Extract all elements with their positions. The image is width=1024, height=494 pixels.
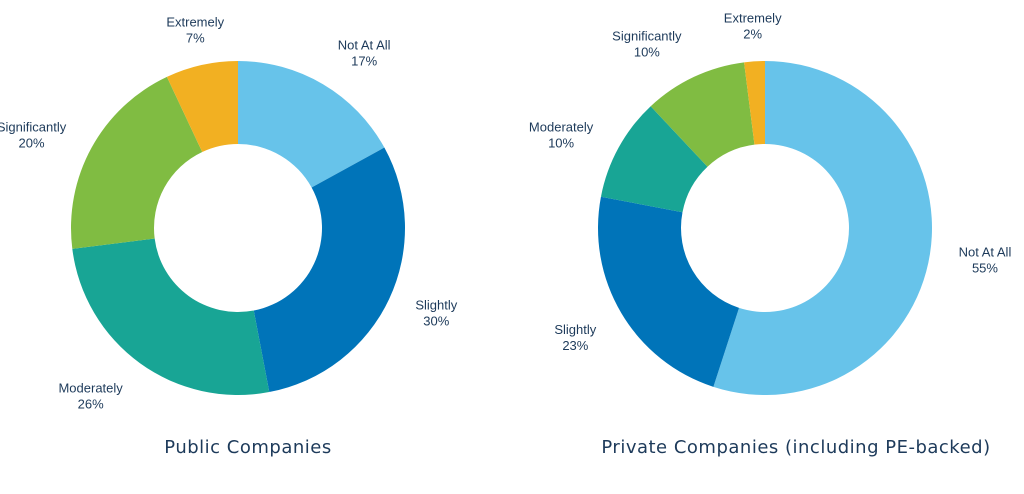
slice-label-significantly: Significantly 20% xyxy=(0,120,67,151)
public-companies-donut: Not At All 17% Slightly 30% Moderately 26% Sig… xyxy=(0,15,458,412)
slice-label-slightly: Slightly 30% xyxy=(415,297,457,328)
slice-label-extremely: Extremely 2% xyxy=(724,10,782,41)
slice-extremely xyxy=(166,61,238,152)
slice-extremely xyxy=(744,61,765,145)
slice-significantly xyxy=(650,62,755,167)
slice-label-not-at-all: Not At All 55% xyxy=(959,245,1012,276)
slice-slightly xyxy=(253,147,405,393)
private-companies-title: Private Companies (including PE-backed) xyxy=(601,437,990,458)
slice-slightly xyxy=(597,196,740,387)
slice-significantly xyxy=(70,76,203,249)
slice-moderately xyxy=(600,106,708,213)
slice-label-moderately: Moderately 10% xyxy=(529,120,594,151)
slice-label-extremely: Extremely 7% xyxy=(166,15,224,46)
private-companies-donut: Not At All 55% Slightly 23% Moderately 10% Sig… xyxy=(529,10,1012,395)
slice-not-at-all xyxy=(713,61,932,395)
slice-moderately xyxy=(72,238,270,395)
slice-label-significantly: Significantly 10% xyxy=(612,29,682,60)
slice-label-moderately: Moderately 26% xyxy=(58,381,123,412)
public-companies-title: Public Companies xyxy=(164,437,331,458)
slice-label-not-at-all: Not At All 17% xyxy=(338,37,391,68)
slice-not-at-all xyxy=(238,61,385,188)
slice-label-slightly: Slightly 23% xyxy=(554,322,596,353)
